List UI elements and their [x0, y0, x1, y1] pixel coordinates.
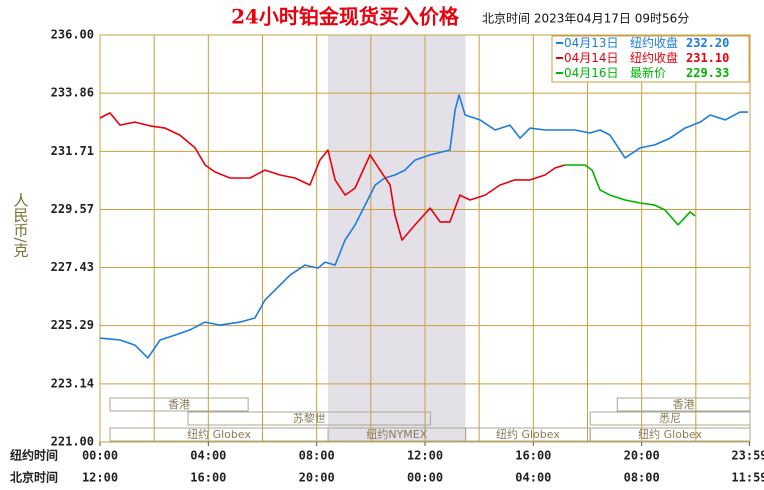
legend-entry: 04月14日 纽约收盘 231.10 — [564, 50, 729, 65]
chart-title: 24小时铂金现货买入价格 — [231, 5, 460, 29]
x-tick-label: 00:00 — [82, 449, 118, 463]
y-axis-label: 人民币/克 — [12, 192, 30, 258]
session-label: 苏黎世 — [293, 411, 326, 425]
x-row-label: 北京时间 — [10, 470, 58, 485]
x-tick-label-beijing: 04:00 — [515, 471, 551, 485]
session-label: 纽约 Globex — [496, 427, 560, 441]
legend-legend-note: 纽约收盘 — [630, 50, 678, 65]
x-row-label: 纽约时间 — [10, 448, 58, 463]
legend-name: 04月14日 — [564, 51, 619, 65]
session-label: 纽约 Globex — [187, 427, 251, 441]
x-tick-label-beijing: 20:00 — [299, 471, 335, 485]
x-tick-label: 23:59 — [731, 449, 764, 463]
session-label: 纽约 Globex — [638, 427, 702, 441]
x-tick-label-beijing: 00:00 — [407, 471, 443, 485]
x-tick-label: 16:00 — [515, 449, 551, 463]
session-label: 香港 — [168, 398, 190, 411]
x-tick-label: 04:00 — [190, 449, 226, 463]
y-tick-label: 225.29 — [51, 318, 94, 332]
session-box — [187, 411, 431, 426]
session-box — [616, 397, 751, 412]
series-line — [99, 112, 566, 241]
y-tick-label: 229.57 — [51, 202, 94, 216]
legend-name: 04月16日 — [564, 66, 619, 80]
chart-subtitle: 北京时间 2023年04月17日 09时56分 — [482, 12, 689, 26]
x-tick-label-beijing: 12:00 — [82, 471, 118, 485]
x-tick-label: 20:00 — [624, 449, 660, 463]
legend-last-value-label: 232.20 — [686, 36, 729, 50]
x-tick-label-beijing: 16:00 — [190, 471, 226, 485]
session-box — [589, 427, 751, 442]
session-box — [589, 411, 751, 426]
x-tick-label: 08:00 — [299, 449, 335, 463]
y-tick-label: 236.00 — [51, 28, 94, 42]
legend-box — [551, 35, 750, 83]
legend-last-value-label: 229.33 — [686, 66, 729, 80]
x-tick-label-beijing: 11:59 — [731, 471, 764, 485]
y-tick-label: 227.43 — [51, 260, 94, 274]
x-tick-label: 12:00 — [407, 449, 443, 463]
y-tick-label: 233.86 — [51, 86, 94, 100]
legend-entry: 04月13日 纽约收盘 232.20 — [564, 35, 729, 50]
legend-name: 04月13日 — [564, 36, 619, 50]
y-tick-label: 223.14 — [51, 376, 94, 390]
session-label: 悉尼 — [659, 412, 681, 425]
session-label: 纽约NYMEX — [366, 427, 427, 441]
session-box — [109, 397, 249, 412]
session-label: 香港 — [673, 398, 695, 411]
legend-legend-note: 纽约收盘 — [630, 35, 678, 50]
highlight-band — [328, 35, 466, 442]
x-tick-label-beijing: 08:00 — [624, 471, 660, 485]
y-tick-label: 231.71 — [51, 144, 94, 158]
legend-last-value-label: 231.10 — [686, 51, 729, 65]
series-line — [565, 164, 696, 226]
y-tick-label: 221.00 — [51, 435, 94, 449]
series-line — [99, 94, 749, 359]
legend-legend-note: 最新价 — [630, 65, 666, 80]
legend-entry: 04月16日 最新价 229.33 — [564, 65, 729, 80]
